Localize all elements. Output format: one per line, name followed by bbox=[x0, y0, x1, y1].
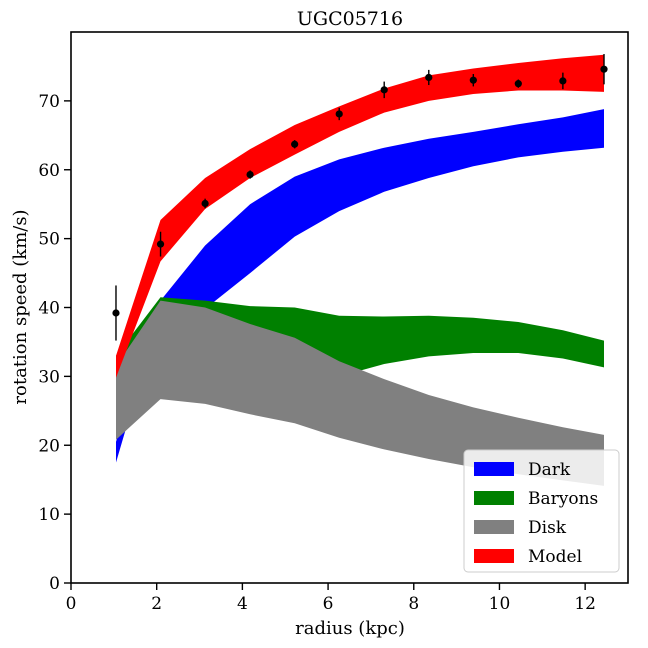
legend-label-disk: Disk bbox=[528, 518, 567, 538]
observations-layer bbox=[112, 54, 608, 341]
data-point bbox=[246, 170, 254, 179]
x-tick-label: 6 bbox=[323, 594, 334, 614]
data-point bbox=[291, 140, 299, 148]
legend: Dark Baryons Disk Model bbox=[463, 449, 620, 573]
legend-label-baryons: Baryons bbox=[528, 489, 598, 509]
band-model bbox=[116, 54, 604, 378]
x-tick-label: 2 bbox=[151, 594, 162, 614]
x-tick-label: 0 bbox=[66, 594, 77, 614]
legend-swatch-disk bbox=[474, 520, 514, 534]
data-point bbox=[335, 110, 343, 118]
band-dark bbox=[116, 109, 604, 463]
legend-label-model: Model bbox=[528, 547, 582, 567]
band-disk bbox=[116, 300, 604, 486]
y-tick-label: 20 bbox=[38, 436, 60, 456]
x-tick-label: 8 bbox=[408, 594, 419, 614]
legend-swatch-baryons bbox=[474, 491, 514, 505]
data-point bbox=[380, 86, 388, 94]
data-point bbox=[469, 76, 477, 84]
x-tick-label: 12 bbox=[574, 594, 596, 614]
y-tick-label: 50 bbox=[38, 230, 60, 250]
x-axis: 0 2 4 6 8 10 12 bbox=[66, 583, 596, 614]
data-point bbox=[559, 77, 567, 85]
y-tick-label: 70 bbox=[38, 92, 60, 112]
y-tick-label: 0 bbox=[49, 574, 60, 594]
data-point bbox=[600, 65, 608, 73]
data-point bbox=[112, 309, 120, 317]
y-axis-label: rotation speed (km/s) bbox=[10, 209, 31, 404]
bands-layer bbox=[116, 54, 604, 486]
y-axis: 0 10 20 30 40 50 60 70 bbox=[38, 92, 71, 594]
legend-swatch-model bbox=[474, 549, 514, 563]
legend-box bbox=[463, 449, 620, 573]
y-tick-label: 40 bbox=[38, 299, 60, 319]
x-axis-label: radius (kpc) bbox=[295, 618, 405, 639]
data-point bbox=[514, 80, 522, 88]
y-tick-label: 30 bbox=[38, 367, 60, 387]
chart-title: UGC05716 bbox=[297, 8, 403, 30]
legend-label-dark: Dark bbox=[528, 460, 571, 480]
y-tick-label: 60 bbox=[38, 161, 60, 181]
legend-swatch-dark bbox=[474, 462, 514, 476]
x-tick-label: 4 bbox=[237, 594, 248, 614]
y-tick-label: 10 bbox=[38, 505, 60, 525]
data-point bbox=[425, 73, 433, 82]
data-point bbox=[201, 199, 209, 208]
x-tick-label: 10 bbox=[489, 594, 511, 614]
data-point bbox=[156, 240, 165, 248]
